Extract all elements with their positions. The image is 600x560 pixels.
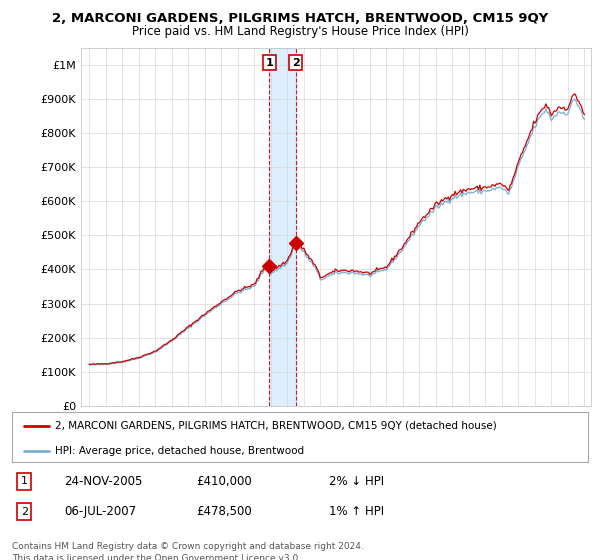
Text: 2, MARCONI GARDENS, PILGRIMS HATCH, BRENTWOOD, CM15 9QY: 2, MARCONI GARDENS, PILGRIMS HATCH, BREN… [52,12,548,25]
Text: 2, MARCONI GARDENS, PILGRIMS HATCH, BRENTWOOD, CM15 9QY (detached house): 2, MARCONI GARDENS, PILGRIMS HATCH, BREN… [55,421,497,431]
Text: Contains HM Land Registry data © Crown copyright and database right 2024.
This d: Contains HM Land Registry data © Crown c… [12,542,364,560]
Text: Price paid vs. HM Land Registry's House Price Index (HPI): Price paid vs. HM Land Registry's House … [131,25,469,38]
Bar [269,48,296,406]
Text: £478,500: £478,500 [196,505,252,518]
Text: 2% ↓ HPI: 2% ↓ HPI [329,475,384,488]
Text: 2: 2 [20,507,28,517]
Text: 1% ↑ HPI: 1% ↑ HPI [329,505,384,518]
Text: HPI: Average price, detached house, Brentwood: HPI: Average price, detached house, Bren… [55,446,304,456]
Text: 1: 1 [265,58,273,68]
Text: £410,000: £410,000 [196,475,252,488]
Text: 1: 1 [20,477,28,487]
Text: 24-NOV-2005: 24-NOV-2005 [64,475,142,488]
Text: 2: 2 [292,58,299,68]
Text: 06-JUL-2007: 06-JUL-2007 [64,505,136,518]
